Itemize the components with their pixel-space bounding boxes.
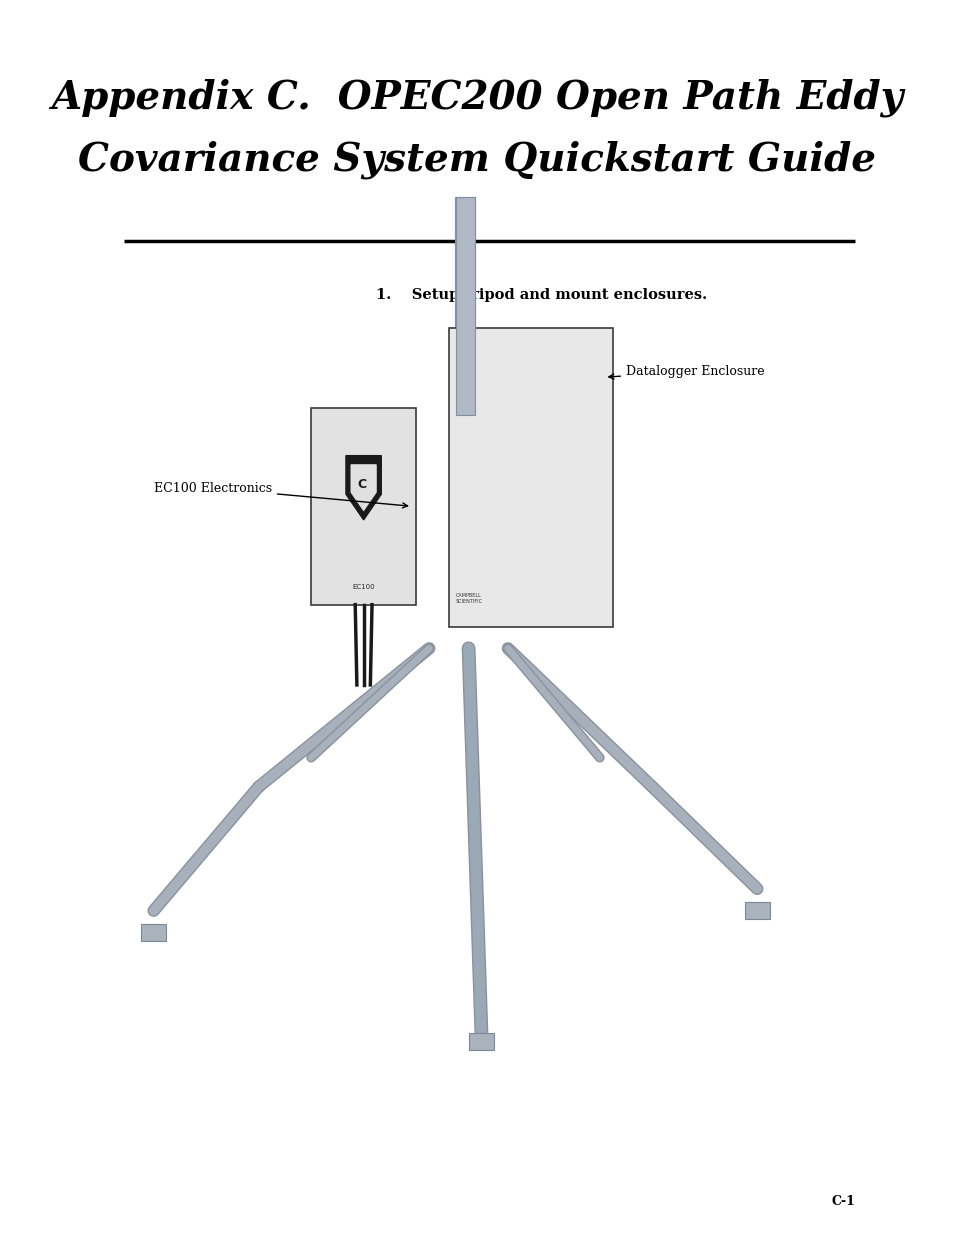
Text: 1.    Setup tripod and mount enclosures.: 1. Setup tripod and mount enclosures. — [375, 288, 706, 301]
Bar — [456, 196, 474, 415]
Bar — [449, 327, 612, 626]
Polygon shape — [351, 464, 375, 511]
Polygon shape — [346, 456, 381, 520]
Text: Appendix C.  OPEC200 Open Path Eddy: Appendix C. OPEC200 Open Path Eddy — [51, 79, 902, 117]
Text: Datalogger Enclosure: Datalogger Enclosure — [608, 366, 764, 379]
Text: C: C — [357, 478, 366, 490]
Bar — [311, 408, 416, 605]
Text: Covariance System Quickstart Guide: Covariance System Quickstart Guide — [78, 141, 875, 179]
Bar — [744, 902, 769, 919]
Bar — [469, 1034, 494, 1051]
Text: EC100 Electronics: EC100 Electronics — [153, 482, 407, 508]
Bar — [455, 196, 475, 387]
Bar — [141, 924, 166, 941]
Text: C-1: C-1 — [831, 1194, 855, 1208]
Text: CAMPBELL
SCIENTIFIC: CAMPBELL SCIENTIFIC — [456, 594, 482, 604]
Text: EC100: EC100 — [352, 584, 375, 590]
